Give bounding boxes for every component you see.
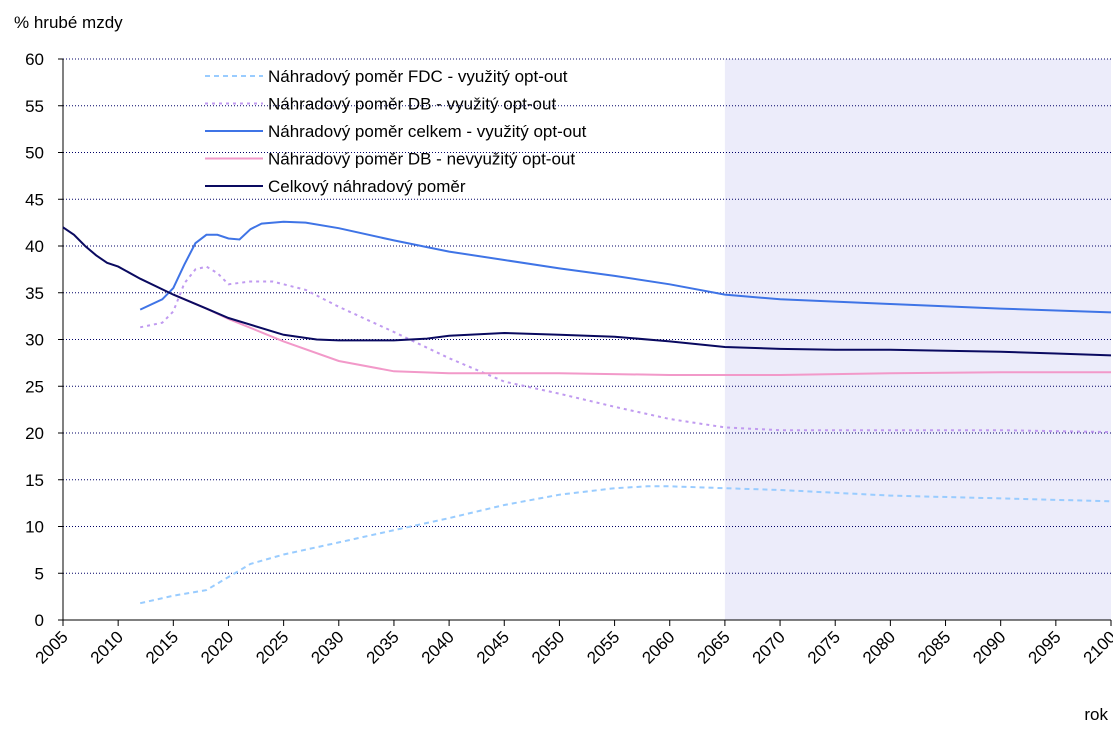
x-tick-label: 2025: [252, 627, 292, 667]
x-tick-label: 2020: [197, 627, 237, 667]
x-tick-label: 2065: [694, 627, 734, 667]
y-tick-label: 40: [25, 237, 44, 256]
x-tick-label: 2085: [914, 627, 954, 667]
x-tick-label: 2015: [142, 627, 182, 667]
y-tick-label: 30: [25, 331, 44, 350]
x-tick-label: 2050: [528, 627, 568, 667]
x-tick-label: 2030: [307, 627, 347, 667]
y-tick-label: 0: [35, 611, 44, 630]
legend-label: Náhradový poměr DB - využitý opt-out: [268, 95, 556, 114]
x-tick-label: 2010: [87, 627, 127, 667]
series-line: [139, 265, 1112, 434]
x-tick-label: 2045: [473, 627, 513, 667]
series-line: [139, 220, 1112, 314]
y-tick-label: 55: [25, 97, 44, 116]
x-tick-label: 2095: [1024, 627, 1064, 667]
series-line: [139, 485, 1112, 605]
legend-label: Náhradový poměr FDC - využitý opt-out: [268, 67, 568, 86]
series-line: [62, 226, 1112, 357]
x-tick-label: 2090: [969, 627, 1009, 667]
y-tick-label: 45: [25, 190, 44, 209]
y-tick-label: 20: [25, 424, 44, 443]
x-tick-label: 2075: [804, 627, 844, 667]
legend-label: Náhradový poměr celkem - využitý opt-out: [268, 122, 587, 141]
x-tick-label: 2070: [749, 627, 789, 667]
x-tick-label: 2055: [583, 627, 623, 667]
y-tick-label: 60: [25, 50, 44, 69]
y-tick-label: 50: [25, 144, 44, 163]
legend-label: Náhradový poměr DB - nevyužitý opt-out: [268, 150, 575, 169]
y-tick-label: 35: [25, 284, 44, 303]
y-tick-label: 15: [25, 471, 44, 490]
y-tick-label: 25: [25, 377, 44, 396]
legend-label: Celkový náhradový poměr: [268, 177, 466, 196]
x-tick-label: 2040: [418, 627, 458, 667]
x-tick-label: 2060: [638, 627, 678, 667]
x-axis-label: rok: [1084, 705, 1108, 724]
y-tick-label: 10: [25, 518, 44, 537]
x-tick-label: 2035: [363, 627, 403, 667]
x-tick-label: 2005: [32, 627, 72, 667]
x-tick-label: 2080: [859, 627, 899, 667]
x-tick-label: 2100: [1080, 627, 1113, 667]
y-axis-label: % hrubé mzdy: [14, 13, 123, 32]
y-tick-label: 5: [35, 564, 44, 583]
